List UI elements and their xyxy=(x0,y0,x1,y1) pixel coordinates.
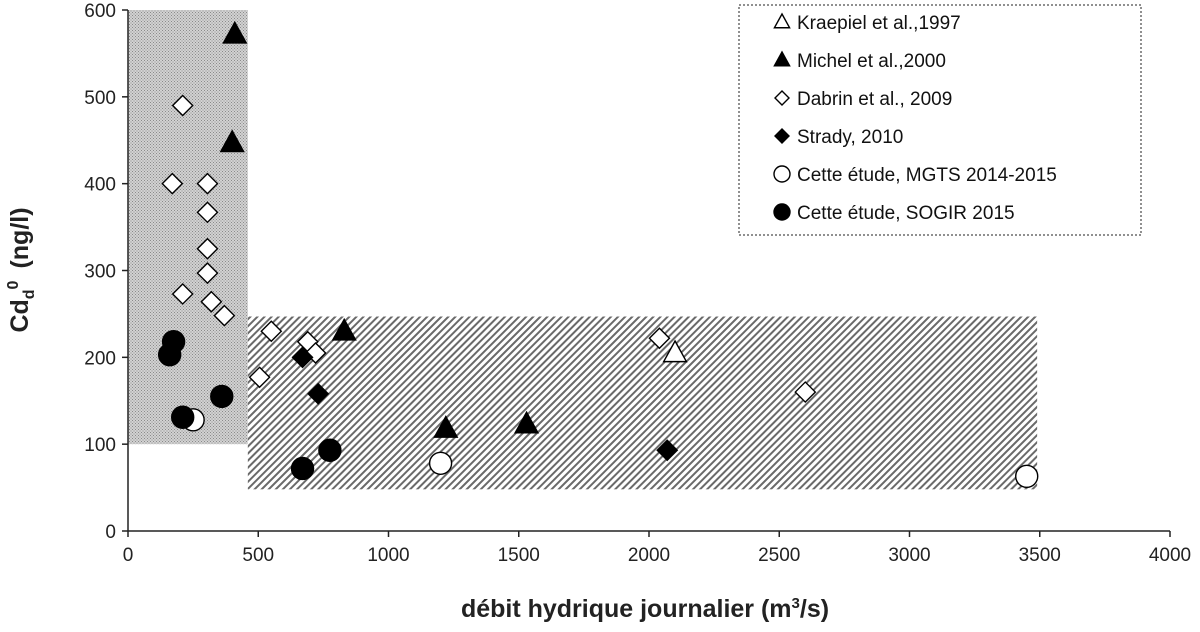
x-tick-label: 3500 xyxy=(1019,545,1061,566)
data-point-triangle-filled xyxy=(513,410,540,434)
legend-box xyxy=(738,4,1142,236)
data-point-circle-open xyxy=(1015,464,1039,488)
data-point-diamond-open xyxy=(161,172,184,195)
legend-label: Kraepiel et al.,1997 xyxy=(797,13,961,34)
x-tick-label: 500 xyxy=(242,545,274,566)
x-axis-label: débit hydrique journalier (m3/s) xyxy=(461,595,829,623)
x-tick-label: 3000 xyxy=(888,545,930,566)
data-point-triangle-open xyxy=(662,339,688,363)
y-axis-label: Cdd0(ng/l) xyxy=(5,207,38,332)
data-points xyxy=(157,20,1039,488)
legend-marker-diamond-open xyxy=(774,90,790,106)
data-point-diamond-open xyxy=(260,320,283,343)
data-point-diamond-open xyxy=(196,262,219,285)
legend-marker-triangle-open xyxy=(773,12,791,29)
legend: Kraepiel et al.,1997 Michel et al.,2000 Da… xyxy=(738,4,1142,236)
legend-label: Dabrin et al., 2009 xyxy=(797,89,952,110)
y-tick-label: 0 xyxy=(105,522,116,543)
x-tick-label: 0 xyxy=(123,545,134,566)
data-point-diamond-open xyxy=(171,282,194,305)
shaded-region-1 xyxy=(128,10,248,445)
y-tick-label: 500 xyxy=(84,88,116,109)
data-point-triangle-filled xyxy=(222,20,248,44)
data-point-circle-filled xyxy=(157,343,182,367)
x-tick-label: 4000 xyxy=(1149,545,1191,566)
axes: 0 100 200 300 400 500 600 0 500 1000 1500 2000 2500 3… xyxy=(84,1,1191,566)
data-point-diamond-open xyxy=(248,366,271,389)
y-tick-label: 600 xyxy=(84,1,116,22)
y-tick-label: 100 xyxy=(84,435,116,456)
data-point-diamond-open xyxy=(196,201,219,224)
data-point-diamond-open xyxy=(196,237,219,260)
y-tick-label: 200 xyxy=(84,348,116,369)
x-tick-label: 2000 xyxy=(628,545,670,566)
data-point-circle-filled xyxy=(210,384,234,409)
data-point-diamond-filled xyxy=(307,382,330,405)
data-point-circle-filled xyxy=(290,456,315,481)
data-point-diamond-open xyxy=(171,94,194,117)
y-tick-label: 400 xyxy=(84,175,116,196)
legend-label: Cette étude, SOGIR 2015 xyxy=(797,203,1015,224)
shaded-region-2 xyxy=(247,316,1038,490)
data-point-circle-filled xyxy=(171,405,195,429)
data-point-diamond-open xyxy=(648,327,671,350)
data-point-circle-filled xyxy=(318,438,342,462)
data-point-circle-open xyxy=(428,451,453,475)
legend-marker-circle-open xyxy=(773,165,791,183)
x-tick-label: 1500 xyxy=(498,545,540,566)
data-point-triangle-filled xyxy=(331,317,357,341)
y-tick-label: 300 xyxy=(84,262,116,283)
legend-label: Cette étude, MGTS 2014-2015 xyxy=(797,165,1057,186)
data-point-diamond-open xyxy=(213,304,236,327)
legend-label: Strady, 2010 xyxy=(797,127,903,148)
legend-marker-triangle-filled xyxy=(773,50,791,67)
x-tick-label: 2500 xyxy=(758,545,800,566)
x-tick-label: 1000 xyxy=(367,545,409,566)
data-point-diamond-filled xyxy=(656,439,679,462)
data-point-diamond-filled xyxy=(291,346,314,369)
data-point-triangle-filled xyxy=(433,415,459,438)
legend-marker-circle-filled xyxy=(773,203,791,221)
legend-marker-diamond-filled xyxy=(774,128,790,144)
legend-label: Michel et al.,2000 xyxy=(797,51,946,72)
data-point-triangle-filled xyxy=(219,129,245,153)
data-point-diamond-open xyxy=(200,290,223,313)
shaded-regions xyxy=(128,10,1038,490)
data-point-diamond-open xyxy=(794,381,817,404)
data-point-diamond-open xyxy=(196,172,219,195)
